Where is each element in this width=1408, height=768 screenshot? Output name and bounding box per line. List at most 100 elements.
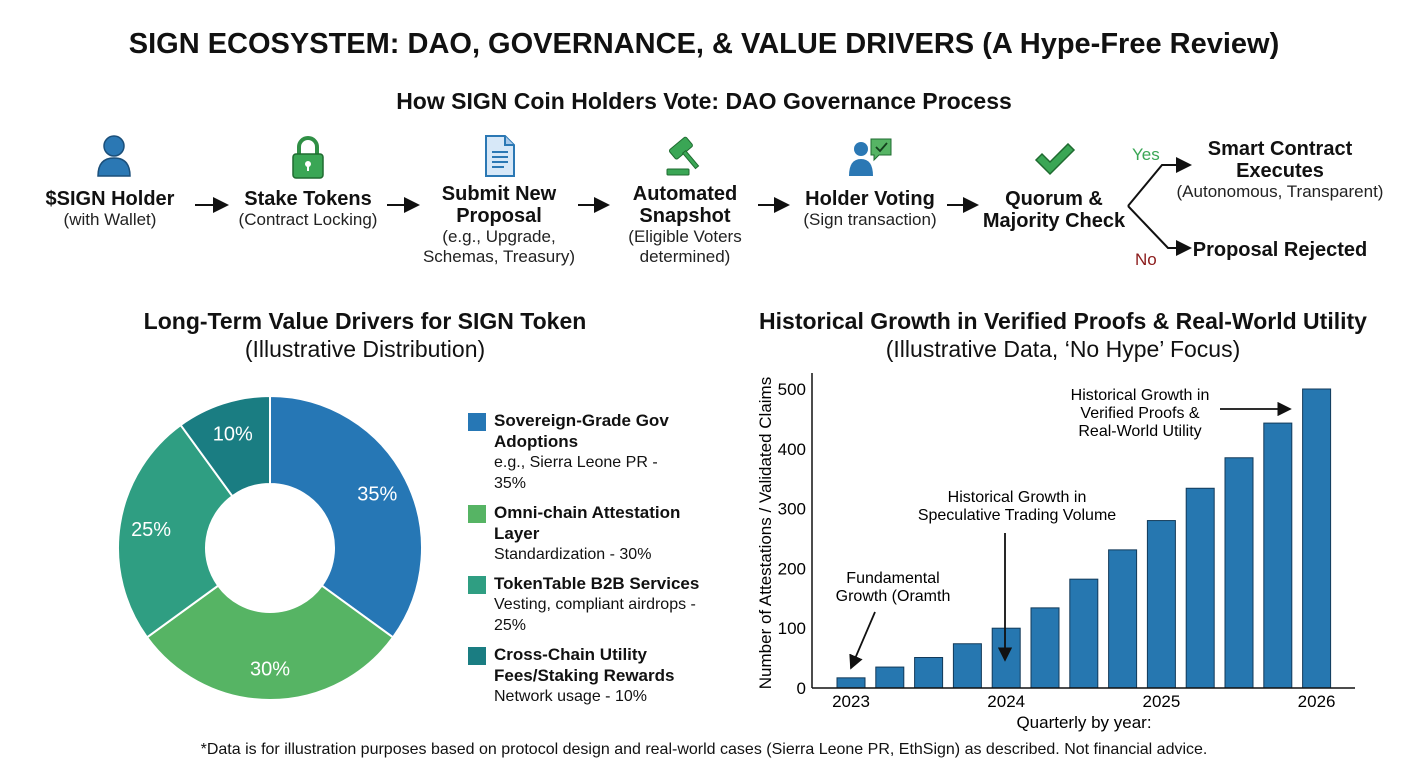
step-sub: (Contract Locking) [238,210,378,229]
step-label: Stake Tokens [244,188,372,210]
y-tick-label: 500 [778,380,806,399]
slice-label: 10% [213,423,253,445]
bar [836,677,866,689]
step-sub: (with Wallet) [63,210,157,229]
x-tick-label: 2024 [987,692,1025,711]
flow-title: How SIGN Coin Holders Vote: DAO Governan… [396,88,1012,114]
y-axis-label: Number of Attestations / Validated Claim… [756,377,775,689]
legend-item: Omni-chain Attestation Layer Standardizat… [468,502,730,565]
legend-label: Omni-chain Attestation Layer Standardizat… [494,502,699,565]
slice-label: 25% [131,519,171,541]
slice-label: 30% [250,658,290,680]
step-sub: (Sign transaction) [803,210,937,229]
flow-step-quorum: Quorum & Majority Check [983,188,1125,232]
step-label: Proposal [456,205,542,227]
flow-step-stake: Stake Tokens (Contract Locking) [239,188,378,230]
x-tick-label: 2023 [832,692,870,711]
legend-item: Cross-Chain Utility Fees/Staking Rewards… [468,644,730,707]
step-label: Snapshot [639,205,731,227]
annotation-text: Speculative Trading Volume [918,507,1116,524]
y-tick-label: 300 [778,500,806,519]
slice-label: 35% [357,483,397,505]
footer-note: *Data is for illustration purposes based… [200,741,1208,758]
bar [1069,578,1099,689]
yes-arrow-icon [1127,157,1192,207]
flow-step-snapshot: Automated Snapshot (Eligible Voters dete… [628,183,741,267]
legend-label: TokenTable B2B Services Vesting, complian… [494,573,730,636]
bar [1224,457,1254,689]
flow-step-voting: Holder Voting (Sign transaction) [803,188,936,230]
bar [1108,549,1138,689]
flow-arrows [195,157,1192,256]
legend-desc: e.g., Sierra Leone PR - 35% [494,454,658,492]
y-tick-label: 0 [797,679,806,698]
donut-legend: Sovereign-Grade Gov Adoptions e.g., Sierr… [468,410,730,707]
legend-desc: Standardization - 30% [494,546,652,563]
x-tick-label: 2025 [1142,692,1180,711]
bar [991,627,1021,689]
document-icon [485,135,515,177]
main-title: SIGN ECOSYSTEM: DAO, GOVERNANCE, & VALUE… [128,28,1280,60]
donut-slice [145,584,395,701]
bar [1302,388,1332,689]
annotation-text: Growth (Oramth [836,588,951,605]
flow-outcome-executes: Smart Contract Executes (Autonomous, Tra… [1177,138,1384,202]
checkmark-icon [1034,143,1076,176]
legend-swatch [468,647,486,665]
bar [1030,607,1060,689]
flow-outcome-rejected: Proposal Rejected [1193,239,1368,261]
step-sub: (Eligible Voters [628,227,742,246]
legend-swatch [468,576,486,594]
donut-title: Long-Term Value Drivers for SIGN Token [143,308,587,334]
step-label: Holder Voting [805,188,935,210]
outcome-label: Executes [1236,160,1324,182]
gavel-icon [666,136,700,176]
bar-title: Historical Growth in Verified Proofs & R… [759,308,1367,334]
y-tick-label: 200 [778,559,806,578]
legend-item: Sovereign-Grade Gov Adoptions e.g., Sierr… [468,410,730,494]
annotation-text: Real-World Utility [1078,423,1201,440]
bar [1185,487,1215,689]
donut-subtitle: (Illustrative Distribution) [244,336,486,362]
step-sub: Schemas, Treasury) [422,247,576,266]
no-arrow-icon [1127,205,1192,256]
no-label: No [1135,250,1157,269]
annotation-text: Historical Growth in [948,489,1087,506]
outcome-label: Proposal Rejected [1192,239,1368,261]
donut-slice [269,394,423,639]
bar [952,643,982,689]
annotation-arrow-icon [849,611,876,670]
step-label: $SIGN Holder [45,188,175,210]
x-axis-label: Quarterly by year: [1016,713,1151,732]
flow-step-proposal: Submit New Proposal (e.g., Upgrade, Sche… [423,183,575,267]
bar-subtitle: (Illustrative Data, ‘No Hype’ Focus) [885,336,1241,362]
legend-desc: Network usage - 10% [494,688,647,705]
legend-swatch [468,505,486,523]
annotation-text: Verified Proofs & [1080,405,1200,422]
legend-desc: Vesting, compliant airdrops - 25% [494,596,696,634]
donut-slice [179,394,271,498]
step-label: Submit New [441,183,557,205]
step-sub: determined) [639,247,731,266]
legend-item: TokenTable B2B Services Vesting, complian… [468,573,730,636]
step-label: Majority Check [982,210,1126,232]
step-label: Quorum & [1005,188,1103,210]
y-tick-label: 100 [778,619,806,638]
annotation-text: Fundamental [846,570,939,587]
outcome-sub: (Autonomous, Transparent) [1176,182,1384,201]
yes-label: Yes [1132,145,1160,164]
lock-icon [292,136,324,179]
step-sub: (e.g., Upgrade, [442,227,556,246]
y-tick-label: 400 [778,440,806,459]
x-tick-label: 2026 [1298,692,1336,711]
bar [875,666,905,689]
annotation-text: Historical Growth in [1071,387,1210,404]
legend-swatch [468,413,486,431]
bar [1263,422,1293,689]
legend-label: Cross-Chain Utility Fees/Staking Rewards… [494,644,694,707]
donut-slice [117,423,234,639]
flow-step-holder: $SIGN Holder (with Wallet) [46,188,175,230]
legend-label: Sovereign-Grade Gov Adoptions e.g., Sierr… [494,410,694,494]
